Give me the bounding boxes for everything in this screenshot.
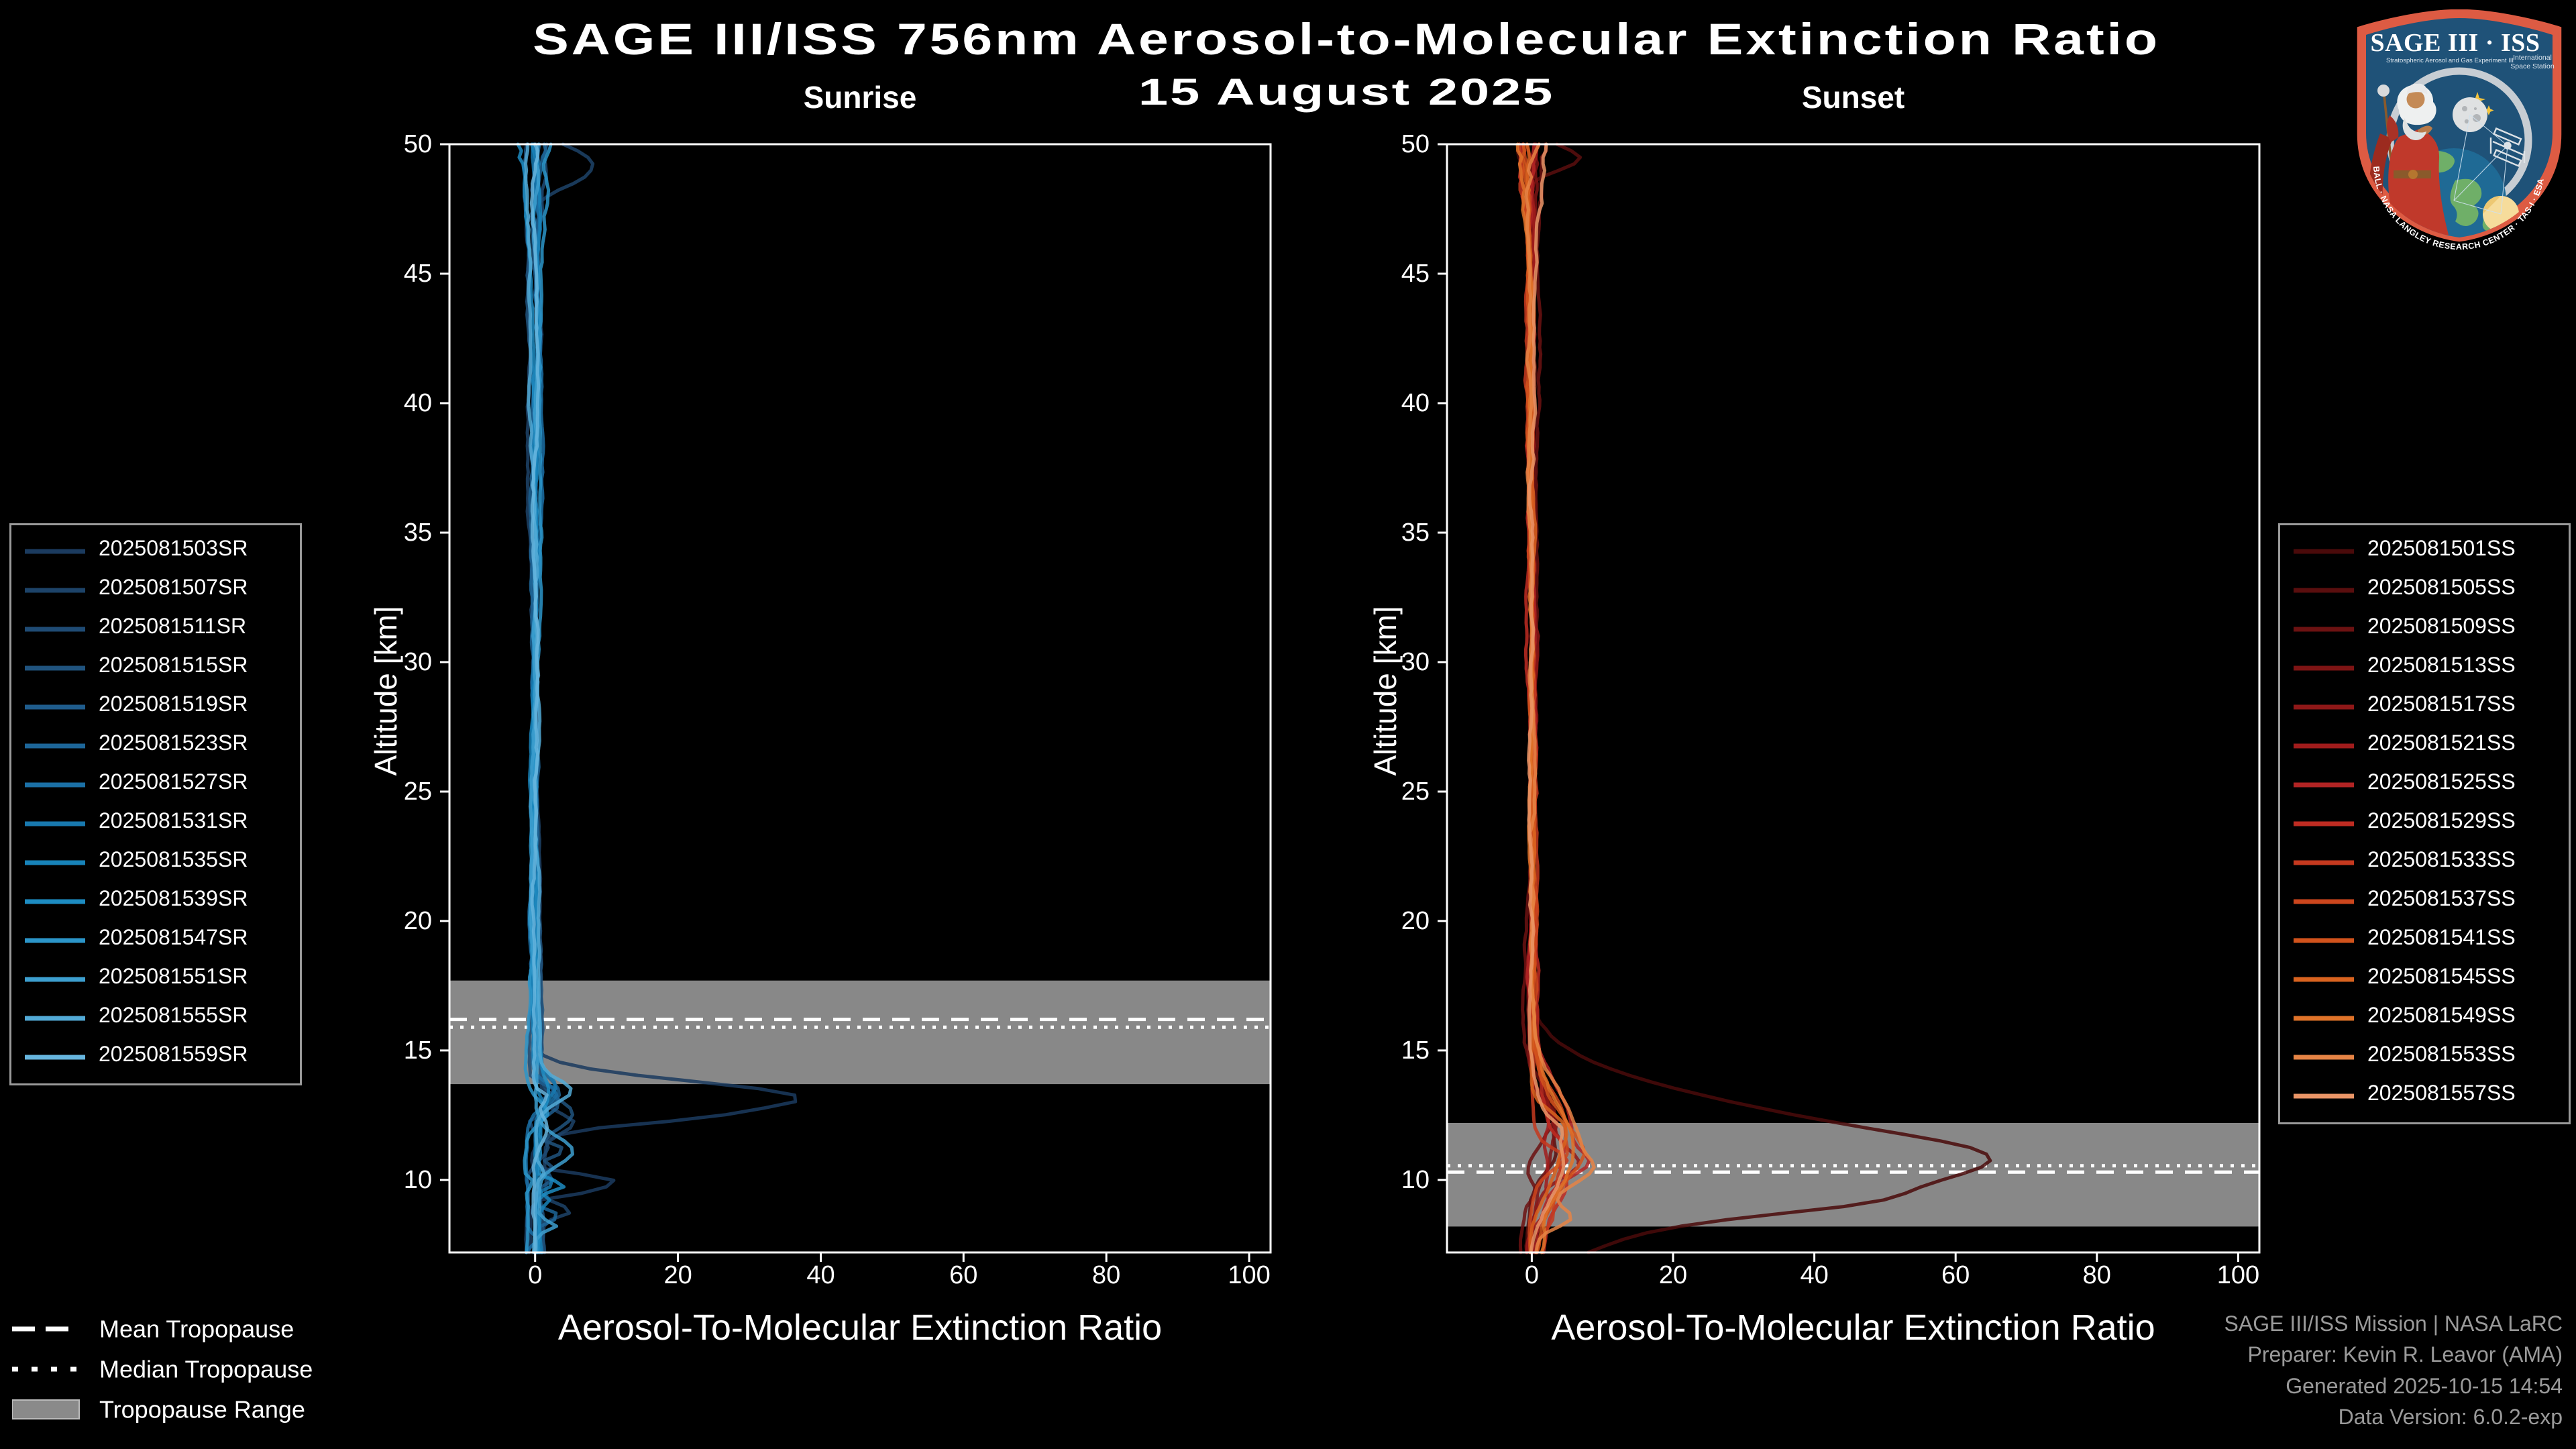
svg-text:40: 40 <box>1401 389 1430 417</box>
svg-text:25: 25 <box>1401 777 1430 806</box>
svg-text:20: 20 <box>1401 907 1430 935</box>
svg-text:SAGE III · ISS: SAGE III · ISS <box>2370 29 2540 57</box>
svg-text:20: 20 <box>1659 1261 1687 1289</box>
svg-text:40: 40 <box>1800 1261 1828 1289</box>
svg-text:35: 35 <box>1401 519 1430 547</box>
svg-text:International: International <box>2513 54 2552 62</box>
svg-text:Space Station: Space Station <box>2510 62 2555 70</box>
svg-text:45: 45 <box>1401 260 1430 288</box>
svg-text:100: 100 <box>2217 1261 2259 1289</box>
svg-text:30: 30 <box>1401 648 1430 676</box>
svg-text:60: 60 <box>1941 1261 1970 1289</box>
svg-text:80: 80 <box>2083 1261 2111 1289</box>
svg-text:Stratospheric Aerosol and Gas: Stratospheric Aerosol and Gas Experiment… <box>2386 57 2514 64</box>
svg-text:0: 0 <box>1525 1261 1539 1289</box>
svg-text:10: 10 <box>1401 1166 1430 1194</box>
svg-text:50: 50 <box>1401 130 1430 158</box>
svg-text:15: 15 <box>1401 1036 1430 1065</box>
